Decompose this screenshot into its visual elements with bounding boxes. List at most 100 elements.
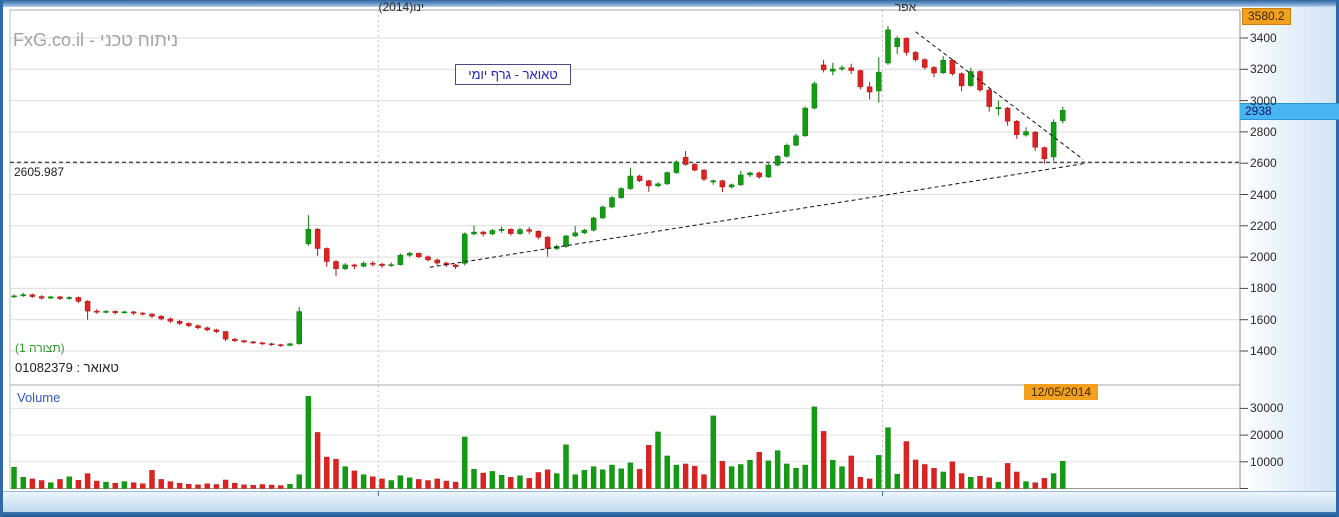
candle-body [627, 175, 634, 189]
volume-bar [839, 466, 845, 489]
volume-bar [682, 463, 689, 489]
volume-bar [646, 445, 652, 489]
candle-body [121, 311, 128, 314]
volume-bar [489, 471, 496, 489]
candle-body [738, 174, 744, 186]
volume-bar [535, 472, 542, 489]
volume-bar [508, 477, 514, 489]
volume-bar [544, 469, 551, 489]
candle-body [66, 297, 72, 299]
volume-bar [1050, 473, 1057, 489]
volume-bar [195, 484, 201, 489]
volume-bar [314, 432, 321, 489]
candle-body [765, 164, 772, 178]
candle-body [811, 83, 818, 109]
volume-bar [793, 468, 799, 489]
candle-body [232, 338, 238, 341]
volume-bar [11, 466, 17, 489]
candle-body [784, 144, 790, 157]
volume-bar [84, 473, 91, 489]
volume-bar [167, 481, 174, 489]
volume-bar [738, 464, 744, 489]
candle-body [397, 254, 404, 265]
candle-body [876, 71, 882, 92]
candle-body [241, 340, 247, 343]
candle-body [314, 228, 321, 249]
candle-body [903, 38, 910, 53]
volume-bar [103, 481, 109, 489]
volume-bar [765, 460, 772, 489]
volume-bar [1004, 463, 1011, 489]
candle-body [130, 311, 137, 314]
candle-body [701, 169, 707, 180]
candle-body [526, 229, 532, 232]
volume-bar [811, 406, 818, 489]
volume-bar [931, 468, 937, 489]
volume-bar [958, 473, 965, 489]
window-left-border [0, 0, 3, 517]
candle-body [747, 172, 753, 176]
candle-body [434, 259, 440, 264]
candle-body [57, 296, 63, 299]
candle-body [719, 180, 726, 188]
volume-bar [866, 478, 873, 489]
candle-body [517, 229, 523, 234]
candle-body [710, 180, 716, 183]
candle-body [406, 253, 413, 256]
window-bottom-bar [0, 512, 1339, 517]
volume-bar [995, 481, 1002, 489]
candle-body [572, 232, 578, 237]
candle-body [112, 311, 118, 313]
candle-body [204, 327, 210, 331]
volume-bar [820, 431, 827, 489]
volume-bar [949, 461, 956, 489]
volume-bar [324, 456, 330, 489]
candle-body [728, 184, 735, 188]
volume-bar [406, 477, 413, 489]
volume-bar [655, 431, 661, 489]
candle-body [149, 313, 155, 317]
volume-bar [857, 477, 864, 489]
candle-body [140, 312, 146, 315]
volume-bar [462, 436, 468, 489]
candle-body [508, 228, 514, 234]
candle-body [692, 164, 698, 171]
volume-bar [204, 483, 210, 489]
volume-bar [719, 461, 726, 489]
candle-body [820, 64, 827, 71]
candle-body [894, 38, 900, 47]
volume-bar [848, 455, 854, 489]
volume-bar [305, 396, 312, 489]
candle-body [333, 261, 339, 269]
volume-bar [830, 459, 836, 489]
volume-bar [894, 473, 900, 489]
volume-bar [1032, 482, 1038, 489]
volume-bar [471, 469, 477, 489]
candle-body [1041, 147, 1048, 160]
candle-body [259, 342, 266, 345]
volume-bar [701, 474, 707, 489]
volume-bar [397, 475, 404, 489]
volume-bar [664, 455, 670, 489]
volume-bar [20, 477, 26, 489]
candle-body [379, 263, 385, 266]
candle-body [1014, 121, 1020, 135]
candle-body [664, 172, 670, 185]
volume-bar [876, 455, 882, 489]
volume-bar [296, 474, 302, 489]
candle-body [802, 107, 808, 137]
volume-bar [517, 475, 523, 489]
volume-bar [728, 466, 735, 489]
candle-body [480, 231, 486, 235]
volume-bar [710, 415, 716, 489]
volume-bar [416, 479, 422, 489]
candle-body [11, 295, 17, 298]
candle-body [618, 188, 624, 198]
candle-body [84, 300, 91, 312]
volume-bar [57, 479, 63, 489]
volume-bar [121, 481, 128, 489]
volume-bar [1023, 481, 1029, 489]
candle-body [581, 229, 588, 234]
candle-body [287, 343, 293, 346]
